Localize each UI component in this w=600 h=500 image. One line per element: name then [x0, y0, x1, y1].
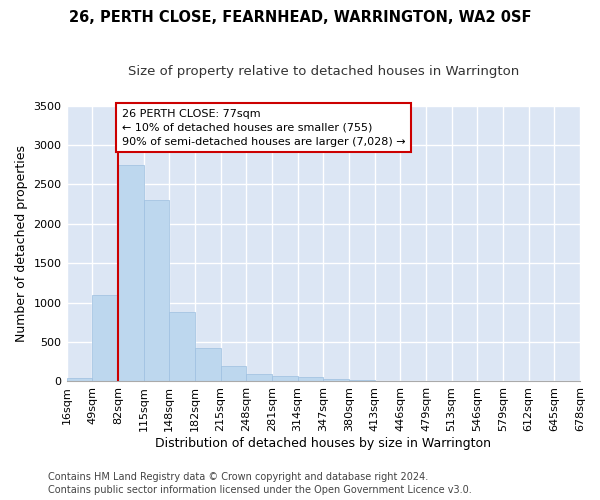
- Bar: [323, 378, 349, 382]
- Y-axis label: Number of detached properties: Number of detached properties: [15, 145, 28, 342]
- Text: Contains HM Land Registry data © Crown copyright and database right 2024.
Contai: Contains HM Land Registry data © Crown c…: [48, 472, 472, 495]
- X-axis label: Distribution of detached houses by size in Warrington: Distribution of detached houses by size …: [155, 437, 491, 450]
- Text: 26 PERTH CLOSE: 77sqm
← 10% of detached houses are smaller (755)
90% of semi-det: 26 PERTH CLOSE: 77sqm ← 10% of detached …: [122, 108, 406, 146]
- Bar: [221, 366, 246, 382]
- Title: Size of property relative to detached houses in Warrington: Size of property relative to detached ho…: [128, 65, 519, 78]
- Bar: [195, 348, 221, 382]
- Bar: [143, 200, 169, 382]
- Bar: [67, 378, 92, 382]
- Bar: [298, 377, 323, 382]
- Bar: [246, 374, 272, 382]
- Bar: [374, 380, 400, 382]
- Text: 26, PERTH CLOSE, FEARNHEAD, WARRINGTON, WA2 0SF: 26, PERTH CLOSE, FEARNHEAD, WARRINGTON, …: [69, 10, 531, 25]
- Bar: [272, 376, 298, 382]
- Bar: [349, 380, 374, 382]
- Bar: [92, 294, 118, 382]
- Bar: [118, 164, 143, 382]
- Bar: [169, 312, 195, 382]
